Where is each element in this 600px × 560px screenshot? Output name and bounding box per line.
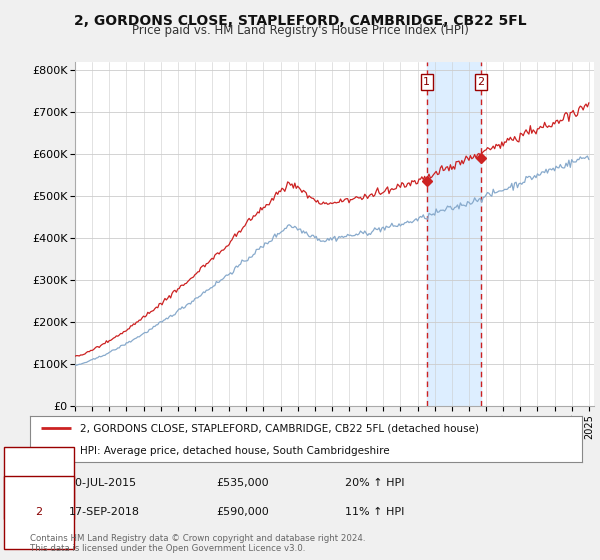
Text: 2: 2 xyxy=(478,77,485,87)
Text: HPI: Average price, detached house, South Cambridgeshire: HPI: Average price, detached house, Sout… xyxy=(80,446,389,455)
Text: 20% ↑ HPI: 20% ↑ HPI xyxy=(345,478,404,488)
Text: 2, GORDONS CLOSE, STAPLEFORD, CAMBRIDGE, CB22 5FL (detached house): 2, GORDONS CLOSE, STAPLEFORD, CAMBRIDGE,… xyxy=(80,423,479,433)
Text: £590,000: £590,000 xyxy=(216,507,269,517)
Text: 1: 1 xyxy=(424,77,430,87)
Text: 2, GORDONS CLOSE, STAPLEFORD, CAMBRIDGE, CB22 5FL: 2, GORDONS CLOSE, STAPLEFORD, CAMBRIDGE,… xyxy=(74,14,526,28)
Text: 10-JUL-2015: 10-JUL-2015 xyxy=(69,478,137,488)
Text: Contains HM Land Registry data © Crown copyright and database right 2024.
This d: Contains HM Land Registry data © Crown c… xyxy=(30,534,365,553)
Text: 11% ↑ HPI: 11% ↑ HPI xyxy=(345,507,404,517)
Bar xyxy=(427,62,481,406)
Text: 2: 2 xyxy=(35,507,43,517)
Text: Price paid vs. HM Land Registry's House Price Index (HPI): Price paid vs. HM Land Registry's House … xyxy=(131,24,469,36)
Text: 1: 1 xyxy=(35,478,43,488)
Text: 17-SEP-2018: 17-SEP-2018 xyxy=(69,507,140,517)
Text: £535,000: £535,000 xyxy=(216,478,269,488)
